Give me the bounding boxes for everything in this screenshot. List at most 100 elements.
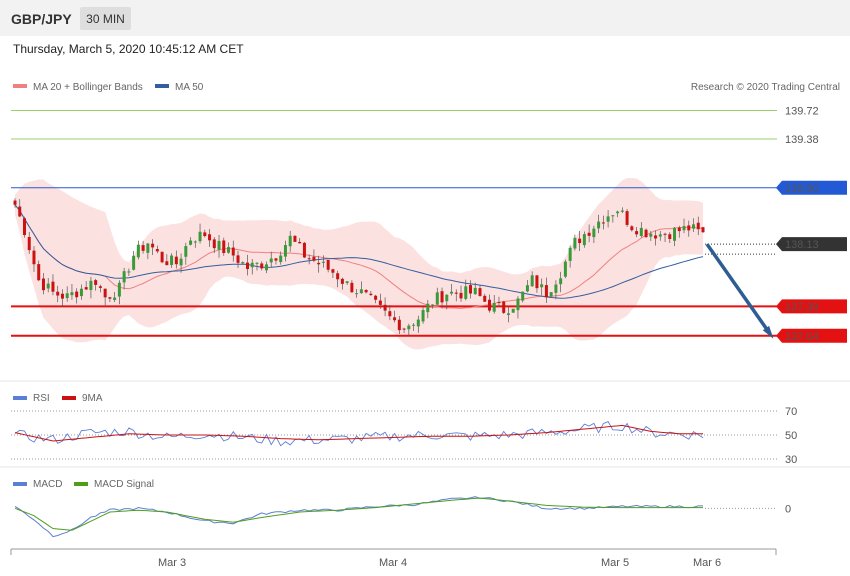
candle-body [388, 311, 392, 317]
candle-body [79, 288, 83, 297]
candle [487, 294, 491, 313]
candle [611, 214, 615, 223]
level-138-80-label: 138.80 [785, 183, 819, 195]
candle-body [65, 293, 69, 299]
candle [117, 280, 121, 305]
candle [506, 307, 510, 323]
candle-body [682, 226, 686, 231]
candle-body [13, 200, 17, 205]
candle [336, 270, 340, 288]
macd-signal-legend-label: MACD Signal [94, 479, 154, 490]
candle-body [56, 291, 60, 296]
candle [483, 293, 487, 302]
candle-body [222, 240, 226, 253]
level-138-13-label: 138.13 [785, 239, 819, 251]
candle-body [22, 218, 26, 236]
candle [426, 299, 430, 319]
rsi-ma-legend-label: 9MA [82, 393, 103, 404]
candle [212, 237, 216, 254]
candle-body [113, 297, 117, 301]
candle [535, 275, 539, 293]
candle-body [563, 261, 567, 277]
credit-label: Research © 2020 Trading Central [691, 82, 840, 93]
candle-body [673, 228, 677, 241]
candle [654, 230, 658, 246]
candle [37, 260, 41, 282]
candle-body [412, 324, 416, 326]
candle [122, 267, 126, 290]
candle [189, 237, 193, 246]
projection-arrow [705, 243, 772, 335]
candle [84, 281, 88, 290]
candle [454, 289, 458, 302]
candle [554, 280, 558, 300]
candle-body [540, 284, 544, 288]
candle-body [587, 232, 591, 236]
candle [364, 289, 368, 294]
candle-body [274, 258, 278, 261]
candle [620, 207, 624, 214]
candle [288, 230, 292, 252]
candle-body [151, 243, 155, 248]
candle [668, 232, 672, 244]
candle [241, 261, 245, 265]
candle-body [649, 233, 653, 237]
candle-body [27, 237, 31, 251]
candle [407, 323, 411, 336]
candle-body [179, 258, 183, 266]
candle-body [236, 255, 240, 263]
candle [592, 225, 596, 244]
candle-body [687, 225, 691, 231]
candle [293, 235, 297, 242]
level-137-04-label: 137.04 [785, 331, 819, 343]
candle [345, 281, 349, 286]
candle-body [464, 286, 468, 299]
candle-body [255, 262, 259, 264]
candle-body [644, 229, 648, 238]
candle-body [184, 246, 188, 257]
ma50-legend-swatch [155, 84, 169, 88]
candle-body [264, 264, 268, 271]
candle-body [37, 264, 41, 281]
candle-body [378, 300, 382, 305]
candle-body [450, 291, 454, 294]
candle-body [136, 244, 140, 258]
candle [151, 239, 155, 255]
candle [587, 224, 591, 243]
candle-body [573, 237, 577, 249]
candle [75, 288, 79, 304]
candle [692, 218, 696, 232]
candle-body [212, 239, 216, 249]
candle-body [288, 235, 292, 247]
candle [250, 259, 254, 275]
candle-body [473, 287, 477, 295]
candle-body [165, 261, 169, 266]
candle [497, 296, 501, 307]
rsi-tick-50: 50 [785, 430, 797, 442]
candle [435, 287, 439, 305]
candle [198, 223, 202, 244]
macd-legend-swatch [13, 482, 27, 486]
candle-body [245, 262, 249, 270]
candle [625, 209, 629, 227]
candle-body [217, 240, 221, 250]
level-139-38-label: 139.38 [785, 134, 819, 146]
candle-body [312, 256, 316, 261]
candle [383, 297, 387, 317]
candle-body [326, 259, 330, 270]
candle-body [483, 295, 487, 302]
candle [355, 289, 359, 298]
candle [397, 316, 401, 335]
candle [663, 232, 667, 243]
candle-body [198, 231, 202, 242]
candle [60, 289, 64, 307]
candle [378, 293, 382, 309]
candle-body [397, 319, 401, 331]
timeframe-button[interactable]: 30 MIN [80, 7, 131, 30]
candle [283, 240, 287, 262]
candle-body [611, 215, 615, 217]
candle [559, 271, 563, 293]
candle-body [70, 292, 74, 296]
level-137-04-tag [776, 328, 847, 343]
